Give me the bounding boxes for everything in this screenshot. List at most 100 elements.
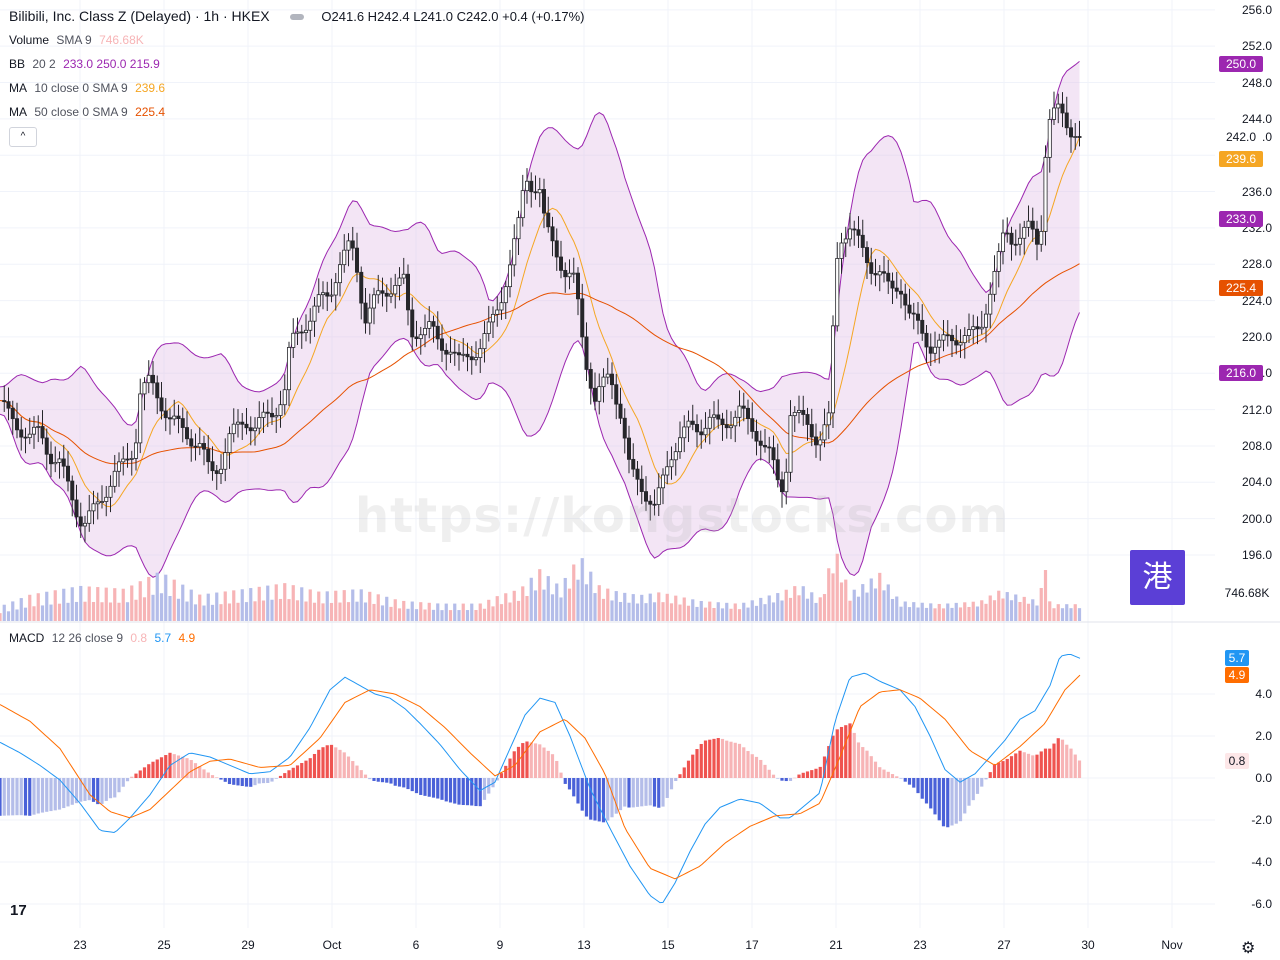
macd-histogram-bar [308, 758, 312, 778]
macd-histogram-bar [45, 778, 49, 812]
volume-bar [172, 579, 176, 621]
price-tag: 216.0 [1219, 365, 1263, 382]
candle-body [856, 229, 861, 236]
legend-macd[interactable]: MACD 12 26 close 9 0.8 5.7 4.9 [9, 631, 199, 645]
volume-bar [164, 574, 168, 621]
macd-histogram-bar [448, 778, 453, 803]
gear-icon[interactable]: ⚙ [1241, 940, 1256, 957]
volume-bar [295, 600, 300, 621]
volume-bar [419, 602, 423, 621]
macd-histogram-bar [32, 778, 36, 815]
volume-bar [504, 593, 508, 621]
candle-body [346, 240, 351, 251]
macd-histogram-bar [436, 778, 440, 799]
volume-bar [652, 602, 657, 621]
volume-bar [1048, 601, 1052, 621]
macd-histogram-bar [563, 778, 567, 784]
macd-histogram-bar [555, 760, 559, 778]
legend-bb[interactable]: BB 20 2 233.0 250.0 215.9 [9, 57, 164, 71]
macd-histogram-bar [346, 756, 351, 778]
volume-bar [538, 569, 542, 621]
macd-histogram-bar [801, 772, 805, 778]
macd-histogram-bar [742, 747, 746, 778]
volume-bar [1039, 587, 1043, 621]
volume-bar [1031, 599, 1035, 621]
symbol-title[interactable]: Bilibili, Inc. Class Z (Delayed) · 1h · … [9, 8, 270, 24]
macd-histogram-bar [215, 777, 219, 778]
collapse-legend-button[interactable]: ^ [9, 127, 37, 147]
volume-bar [763, 604, 767, 621]
volume-bar [525, 596, 529, 621]
candle-body [669, 459, 674, 468]
macd-histogram-bar [389, 778, 393, 784]
candle-body [87, 510, 92, 524]
price-axis-tick: 208.0 [1241, 438, 1272, 453]
macd-histogram-bar [737, 743, 742, 778]
volume-bar [436, 603, 440, 621]
tradingview-logo[interactable]: 17 [10, 902, 27, 919]
macd-histogram-bar [474, 778, 478, 807]
candle-body [6, 401, 11, 409]
candle-body [1077, 136, 1082, 138]
candle-body [44, 437, 49, 455]
candle-body [418, 334, 423, 340]
volume-bar [576, 579, 580, 621]
macd-histogram-bar [869, 756, 873, 778]
macd-histogram-bar [504, 765, 508, 778]
macd-histogram-bar [542, 747, 546, 778]
volume-bar [737, 609, 742, 621]
volume-bar [45, 591, 49, 621]
legend-ma10[interactable]: MA 10 close 0 SMA 9 239.6 [9, 81, 169, 95]
price-axis-tick: 244.0 [1241, 111, 1272, 126]
candle-body [70, 480, 75, 501]
macd-histogram-bar [244, 778, 249, 787]
legend-volume[interactable]: Volume SMA 9 746.68K [9, 33, 148, 47]
macd-histogram-bar [96, 778, 100, 805]
macd-histogram-bar [793, 777, 797, 779]
candle-body [490, 313, 495, 323]
macd-histogram-bar [125, 778, 130, 782]
candle-body [482, 333, 487, 350]
candle-body [367, 307, 372, 324]
macd-histogram-bar [950, 778, 954, 826]
macd-histogram-bar [776, 778, 780, 779]
volume-bar [461, 603, 465, 621]
candle-body [32, 426, 37, 435]
volume-bar [780, 600, 784, 621]
candle-body [567, 272, 572, 278]
macd-histogram-bar [784, 778, 788, 782]
macd-histogram-bar [351, 761, 355, 778]
candle-body [261, 411, 266, 418]
volume-bar [70, 587, 74, 621]
candle-body [1009, 232, 1014, 245]
macd-histogram-bar [929, 778, 933, 809]
legend-macd-name: MACD [9, 631, 45, 645]
legend-ma50[interactable]: MA 50 close 0 SMA 9 225.4 [9, 105, 169, 119]
candle-body [231, 423, 236, 435]
candle-body [359, 271, 364, 304]
legend-macd-value: 5.7 [154, 631, 172, 645]
macd-histogram-bar [334, 747, 338, 778]
macd-histogram-bar [397, 778, 402, 787]
eye-icon[interactable] [289, 14, 304, 21]
time-axis-label: 27 [997, 938, 1011, 952]
volume-bar [1005, 592, 1009, 621]
macd-histogram-bar [363, 774, 368, 778]
macd-histogram-bar [219, 778, 223, 780]
macd-histogram-bar [23, 778, 28, 816]
volume-bar [406, 608, 410, 621]
macd-histogram-bar [393, 778, 397, 786]
candle-body [1069, 127, 1074, 138]
candle-body [894, 287, 899, 292]
volume-bar [767, 595, 771, 621]
candle-body [495, 309, 500, 315]
volume-bar [958, 607, 963, 621]
volume-bar [1065, 604, 1069, 621]
volume-bar [36, 593, 40, 621]
volume-bar [801, 586, 805, 621]
volume-bar [427, 602, 431, 621]
macd-histogram-bar [15, 778, 19, 816]
bollinger-upper-line [0, 61, 1080, 426]
candle-body [133, 442, 138, 459]
